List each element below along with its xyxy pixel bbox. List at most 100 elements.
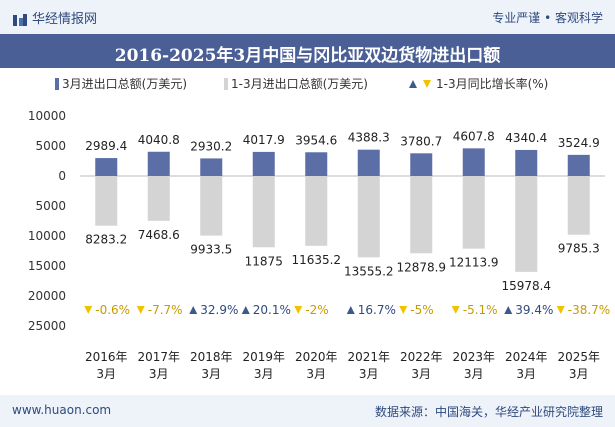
legend-marker-down [423, 80, 431, 88]
chart: 3月进出口总额(万美元) 1-3月进出口总额(万美元) 1-3月同比增长率(%) 10… [28, 76, 610, 381]
x-tick-label: 2025年 [557, 350, 600, 364]
data-label-monthly: 3524.9 [558, 136, 600, 150]
growth-label: 20.1% [253, 303, 291, 317]
x-tick-label: 2020年 [295, 350, 338, 364]
bar-cumulative [410, 176, 433, 254]
growth-label: -7.7% [148, 303, 183, 317]
x-tick-label: 3月 [149, 367, 169, 381]
bar-monthly [147, 151, 170, 176]
x-tick-label: 3月 [516, 367, 536, 381]
growth-label: -0.6% [95, 303, 130, 317]
x-tick-label: 2018年 [190, 350, 233, 364]
legend-label-growth: 1-3月同比增长率(%) [436, 76, 548, 91]
footer-bar [0, 395, 615, 427]
x-tick-label: 3月 [411, 367, 431, 381]
top-banner [0, 0, 615, 34]
bar-cumulative [147, 176, 170, 221]
growth-up-marker [346, 306, 355, 314]
data-label-monthly: 2930.2 [190, 139, 232, 153]
legend-label-cumulative: 1-3月进出口总额(万美元) [231, 77, 368, 91]
data-label-cumulative: 7468.6 [138, 228, 180, 242]
x-tick-label: 2023年 [452, 350, 495, 364]
x-tick-label: 3月 [254, 367, 274, 381]
data-label-cumulative: 9933.5 [190, 243, 232, 257]
slogan: 专业严谨 • 客观科学 [492, 11, 603, 25]
x-tick-label: 2022年 [400, 350, 443, 364]
data-label-cumulative: 13555.2 [344, 264, 394, 278]
x-tick-label: 3月 [569, 367, 589, 381]
data-label-monthly: 2989.4 [85, 139, 127, 153]
data-label-monthly: 4607.8 [453, 129, 495, 143]
data-label-monthly: 4388.3 [348, 131, 390, 145]
bar-monthly [357, 149, 380, 176]
legend-label-monthly: 3月进出口总额(万美元) [62, 77, 187, 91]
bar-monthly [252, 151, 275, 176]
y-tick-label: 10000 [28, 109, 66, 123]
bar-cumulative [252, 176, 275, 248]
bar-cumulative [567, 176, 590, 235]
growth-down-marker [451, 306, 460, 314]
y-tick-label: 15000 [28, 259, 66, 273]
x-tick-label: 2016年 [85, 350, 128, 364]
y-tick-label: 25000 [28, 319, 66, 333]
growth-up-marker [189, 306, 198, 314]
bar-cumulative [515, 176, 538, 272]
brand-logo-icon [13, 13, 27, 26]
bar-monthly [410, 153, 433, 176]
growth-down-marker [294, 306, 303, 314]
growth-up-marker [241, 306, 250, 314]
legend-marker-up [409, 80, 417, 88]
growth-up-marker [504, 306, 513, 314]
growth-label: -5% [410, 303, 433, 317]
data-label-monthly: 4040.8 [138, 133, 180, 147]
growth-label: -2% [305, 303, 328, 317]
y-tick-label: 5000 [35, 139, 66, 153]
x-tick-label: 3月 [201, 367, 221, 381]
bar-cumulative [462, 176, 485, 249]
footer-source: 数据来源：中国海关，华经产业研究院整理 [374, 405, 603, 419]
x-tick-label: 2024年 [505, 350, 548, 364]
bar-monthly [95, 158, 118, 176]
y-tick-label: 0 [58, 169, 66, 183]
growth-label: 39.4% [515, 303, 553, 317]
bar-monthly [567, 154, 590, 176]
y-tick-label: 5000 [35, 199, 66, 213]
footer-url[interactable]: www.huaon.com [12, 403, 112, 417]
brand: 华经情报网 [12, 8, 97, 27]
data-label-monthly: 3780.7 [400, 134, 442, 148]
x-tick-label: 2021年 [347, 350, 390, 364]
chart-title: 2016-2025年3月中国与冈比亚双边货物进出口额 [114, 46, 501, 66]
x-tick-label: 2019年 [242, 350, 285, 364]
data-label-cumulative: 12878.9 [396, 260, 446, 274]
data-label-cumulative: 12113.9 [449, 256, 499, 270]
data-label-monthly: 4017.9 [243, 133, 285, 147]
bar-monthly [305, 152, 328, 176]
x-tick-label: 3月 [359, 367, 379, 381]
growth-label: 16.7% [358, 303, 396, 317]
growth-down-marker [84, 306, 93, 314]
bar-monthly [200, 158, 223, 176]
growth-label: 32.9% [200, 303, 238, 317]
brand-name: 华经情报网 [32, 12, 98, 27]
x-tick-label: 3月 [96, 367, 116, 381]
x-tick-label: 2017年 [137, 350, 180, 364]
growth-down-marker [136, 306, 145, 314]
data-label-cumulative: 11635.2 [291, 253, 341, 267]
y-tick-label: 10000 [28, 229, 66, 243]
x-tick-label: 3月 [306, 367, 326, 381]
bar-cumulative [200, 176, 223, 236]
growth-label: -5.1% [463, 303, 498, 317]
y-tick-label: 20000 [28, 289, 66, 303]
legend-swatch-cumulative [224, 78, 228, 90]
bar-cumulative [305, 176, 328, 246]
data-label-cumulative: 8283.2 [85, 233, 127, 247]
data-label-monthly: 4340.4 [505, 131, 547, 145]
growth-down-marker [399, 306, 408, 314]
data-label-cumulative: 11875 [245, 254, 283, 268]
x-tick-label: 3月 [464, 367, 484, 381]
data-label-cumulative: 9785.3 [558, 242, 600, 256]
bar-cumulative [95, 176, 118, 226]
bar-monthly [462, 148, 485, 176]
bar-cumulative [357, 176, 380, 258]
growth-down-marker [556, 306, 565, 314]
